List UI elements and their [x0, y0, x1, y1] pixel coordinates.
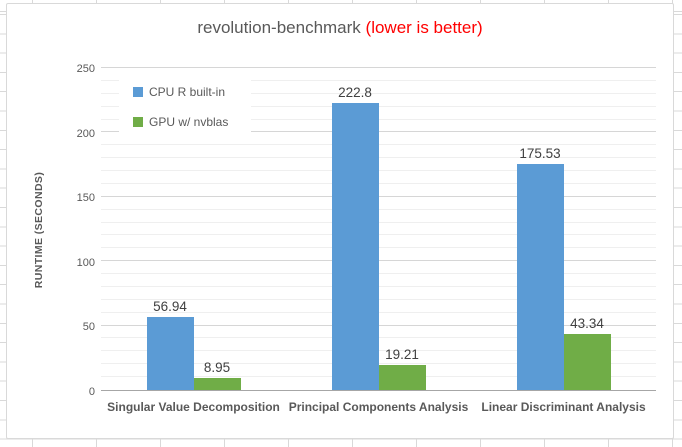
legend: CPU R built-in GPU w/ nvblas [119, 76, 251, 142]
plot-area: 56.94 8.95 222.8 19.21 175.53 43.34 CPU R bui… [101, 67, 656, 391]
minor-gridline [101, 311, 656, 313]
major-gridline [101, 324, 656, 326]
y-axis-ticks: 0 50 100 150 200 250 [7, 63, 95, 398]
data-label: 175.53 [519, 145, 561, 161]
bars-layer: 56.94 8.95 222.8 19.21 175.53 43.34 [101, 68, 656, 390]
minor-gridline [101, 285, 656, 287]
major-gridline [101, 260, 656, 262]
data-label: 56.94 [153, 298, 187, 314]
legend-item: CPU R built-in [133, 82, 237, 102]
major-gridline [101, 131, 656, 133]
minor-gridline [101, 221, 656, 223]
category-labels: Singular Value Decomposition Principal Co… [101, 400, 656, 418]
minor-gridline [101, 208, 656, 210]
bar-cpu: 222.8 [331, 85, 379, 390]
category-label: Singular Value Decomposition [107, 400, 280, 414]
chart-title-note: (lower is better) [365, 18, 483, 37]
minor-gridline [101, 170, 656, 172]
legend-label: GPU w/ nvblas [149, 115, 229, 129]
minor-gridline [101, 105, 656, 107]
legend-label: CPU R built-in [149, 85, 226, 99]
y-tick-label: 100 [76, 256, 95, 269]
bar-group: 175.53 43.34 [516, 68, 611, 390]
minor-gridline [101, 337, 656, 339]
bar-gpu: 8.95 [193, 360, 241, 390]
bar-group: 222.8 19.21 [331, 68, 426, 390]
data-label: 8.95 [203, 360, 231, 376]
category-label: Linear Discriminant Analysis [481, 400, 646, 414]
y-tick-label: 150 [76, 192, 95, 205]
data-label: 19.21 [385, 347, 419, 363]
chart-object[interactable]: revolution-benchmark (lower is better) R… [6, 3, 674, 439]
chart-title: revolution-benchmark (lower is better) [7, 18, 673, 38]
minor-gridline [101, 118, 656, 120]
bar-group: 56.94 8.95 [146, 68, 241, 390]
y-tick-label: 250 [76, 63, 95, 75]
major-gridline [101, 195, 656, 197]
y-tick-label: 50 [82, 321, 95, 334]
minor-gridline [101, 144, 656, 146]
minor-gridline [101, 157, 656, 159]
bar-gpu: 19.21 [378, 347, 426, 390]
data-label: 222.8 [338, 85, 372, 101]
minor-gridline [101, 363, 656, 365]
legend-swatch [133, 87, 143, 97]
bar-cpu: 175.53 [516, 146, 564, 390]
y-tick-label: 200 [76, 127, 95, 140]
bar-gpu: 43.34 [563, 316, 611, 390]
major-gridline [101, 67, 656, 68]
category-label: Principal Components Analysis [288, 400, 469, 414]
minor-gridline [101, 182, 656, 184]
minor-gridline [101, 247, 656, 249]
data-label: 43.34 [570, 316, 604, 332]
y-tick-label: 0 [88, 386, 95, 398]
minor-gridline [101, 234, 656, 236]
minor-gridline [101, 350, 656, 352]
bar-cpu: 56.94 [146, 299, 194, 390]
chart-title-main: revolution-benchmark [197, 18, 361, 37]
legend-item: GPU w/ nvblas [133, 112, 237, 132]
legend-swatch [133, 117, 143, 127]
minor-gridline [101, 273, 656, 275]
minor-gridline [101, 92, 656, 94]
minor-gridline [101, 79, 656, 81]
minor-gridline [101, 298, 656, 300]
